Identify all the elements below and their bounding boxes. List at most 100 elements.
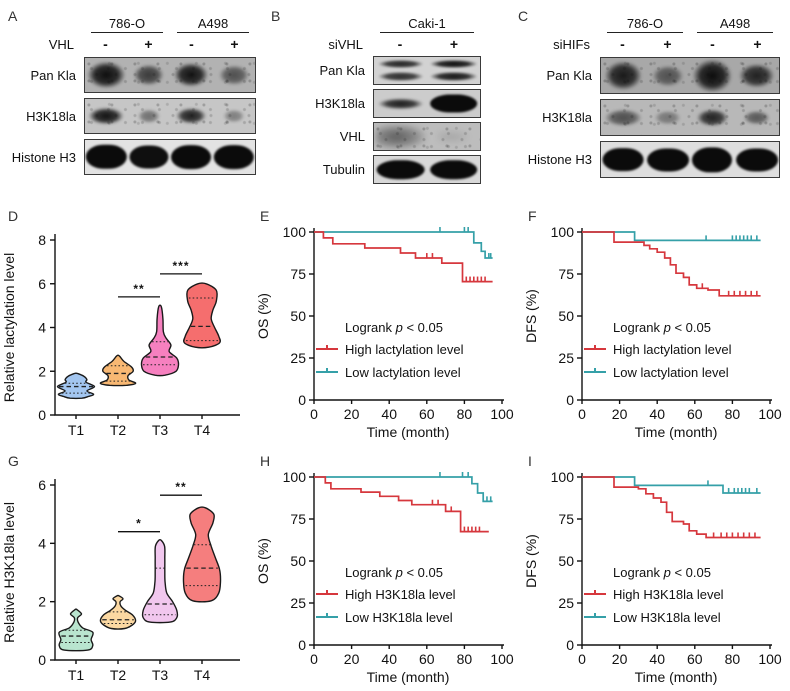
panel-b-blot-body: Caki-1 siVHL - + Pan Kla H3K18la VHL Tubulin: [263, 16, 510, 184]
blot-lane: [427, 57, 480, 84]
panel-b-western-blot: B Caki-1 siVHL - + Pan Kla H3K18la VHL Tubulin: [263, 0, 510, 200]
protein-band: [430, 72, 477, 81]
protein-band: [378, 59, 423, 69]
logrank-p: p: [663, 320, 671, 335]
y-axis-label: Relative lactylation level: [1, 253, 17, 402]
survival-curve-low: [314, 231, 493, 259]
blot-lane: [427, 90, 480, 117]
protein-band: [218, 65, 249, 85]
km-chart-svg: 0 25 50 75 100 0 20 40 60 80 100 DFS (%) Time (month…: [523, 469, 782, 685]
x-tick-label: 100: [490, 651, 514, 667]
legend-item: High lactylation level: [316, 341, 464, 357]
logrank-p: p: [395, 565, 403, 580]
antibody-label: Histone H3: [527, 152, 592, 167]
legend-marker: [584, 368, 606, 373]
blot-row: H3K18la: [263, 89, 510, 118]
protein-band: [646, 147, 689, 172]
blot-lane: [374, 156, 427, 183]
legend-marker: [584, 613, 606, 618]
blot-lane: [170, 99, 213, 133]
condition-row: VHL - + - +: [0, 36, 263, 52]
y-tick-label: 75: [558, 266, 574, 282]
x-axis-label: Time (month): [367, 424, 450, 440]
x-category-label: T4: [194, 667, 211, 683]
blot-lane: [374, 123, 427, 150]
x-tick-label: 60: [687, 651, 703, 667]
legend-marker: [316, 368, 338, 373]
y-tick-label: 6: [38, 477, 46, 493]
blot-row: Tubulin: [263, 155, 510, 184]
km-chart-svg: 0 25 50 75 100 0 20 40 60 80 100 OS (%) Time (month): [255, 224, 514, 440]
blot-lane: [128, 99, 171, 133]
antibody-label: H3K18la: [315, 96, 365, 111]
lane-sign: -: [189, 36, 194, 52]
y-axis-label: OS (%): [255, 538, 271, 584]
protein-band: [376, 159, 425, 180]
legend-item: Low H3K18la level: [584, 609, 724, 625]
lane-signs: - + - +: [600, 36, 780, 52]
lane-sign: +: [144, 36, 153, 52]
x-category-label: T3: [152, 667, 169, 683]
violin-T1: [56, 372, 96, 400]
y-tick-label: 0: [566, 637, 574, 653]
protein-band: [133, 64, 165, 86]
blot-lane: [601, 58, 646, 93]
survival-curve-high: [582, 231, 761, 297]
protein-band: [87, 61, 125, 89]
panel-g-chart-body: 0 2 4 6 T1 T2 T3 T4 Relative H3K18la level * **: [0, 445, 252, 691]
y-tick-label: 25: [290, 350, 306, 366]
cell-line-group: A498: [690, 16, 780, 33]
x-category-label: T2: [110, 422, 127, 438]
blot-row: Pan Kla: [263, 56, 510, 85]
y-tick-label: 4: [38, 535, 46, 551]
y-axis-label: DFS (%): [523, 534, 539, 588]
blot-box: [373, 56, 481, 85]
legend-marker: [316, 345, 338, 350]
blot-row: Histone H3: [510, 141, 790, 178]
y-tick-label: 6: [38, 276, 46, 292]
blot-box: [84, 57, 256, 93]
legend-label: Low H3K18la level: [613, 609, 721, 625]
legend-item: Low lactylation level: [584, 364, 732, 380]
significance-stars: **: [133, 282, 144, 296]
condition-label: siVHL: [328, 36, 363, 52]
y-tick-label: 75: [290, 266, 306, 282]
panel-a-letter: A: [8, 8, 18, 24]
cell-line-label: 786-O: [626, 16, 664, 31]
x-tick-label: 20: [612, 651, 628, 667]
significance-stars: *: [136, 517, 142, 531]
panel-e-chart-body: 0 25 50 75 100 0 20 40 60 80 100 OS (%) Time (month): [252, 200, 520, 445]
survival-curve-high: [314, 231, 493, 283]
blot-lane: [427, 123, 480, 150]
legend-label: Low H3K18la level: [345, 609, 453, 625]
protein-band: [213, 145, 254, 169]
logrank-prefix: Logrank: [345, 565, 396, 580]
x-tick-label: 80: [457, 406, 473, 422]
blot-box: [600, 99, 780, 136]
y-tick-label: 0: [38, 652, 46, 668]
protein-band: [377, 97, 424, 110]
lane-sign: -: [103, 36, 108, 52]
logrank-text: Logrank p < 0.05: [613, 565, 724, 580]
legend-marker-tick: [326, 368, 328, 373]
y-tick-label: 25: [558, 350, 574, 366]
x-tick-label: 40: [649, 651, 665, 667]
legend-marker-tick: [594, 613, 596, 618]
survival-curve-low: [314, 476, 493, 503]
cell-line-header: 786-O A498: [84, 16, 256, 33]
protein-band: [437, 129, 470, 144]
x-tick-label: 40: [649, 406, 665, 422]
y-tick-label: 25: [290, 595, 306, 611]
blot-lane: [690, 142, 735, 177]
logrank-text: Logrank p < 0.05: [345, 565, 456, 580]
logrank-suffix: < 0.05: [402, 320, 443, 335]
y-tick-label: 25: [558, 595, 574, 611]
blot-row: VHL: [263, 122, 510, 151]
x-tick-label: 20: [344, 406, 360, 422]
protein-band: [137, 109, 160, 123]
protein-band: [605, 108, 642, 127]
logrank-prefix: Logrank: [613, 565, 664, 580]
blot-lane: [170, 58, 213, 92]
protein-band: [692, 146, 733, 173]
